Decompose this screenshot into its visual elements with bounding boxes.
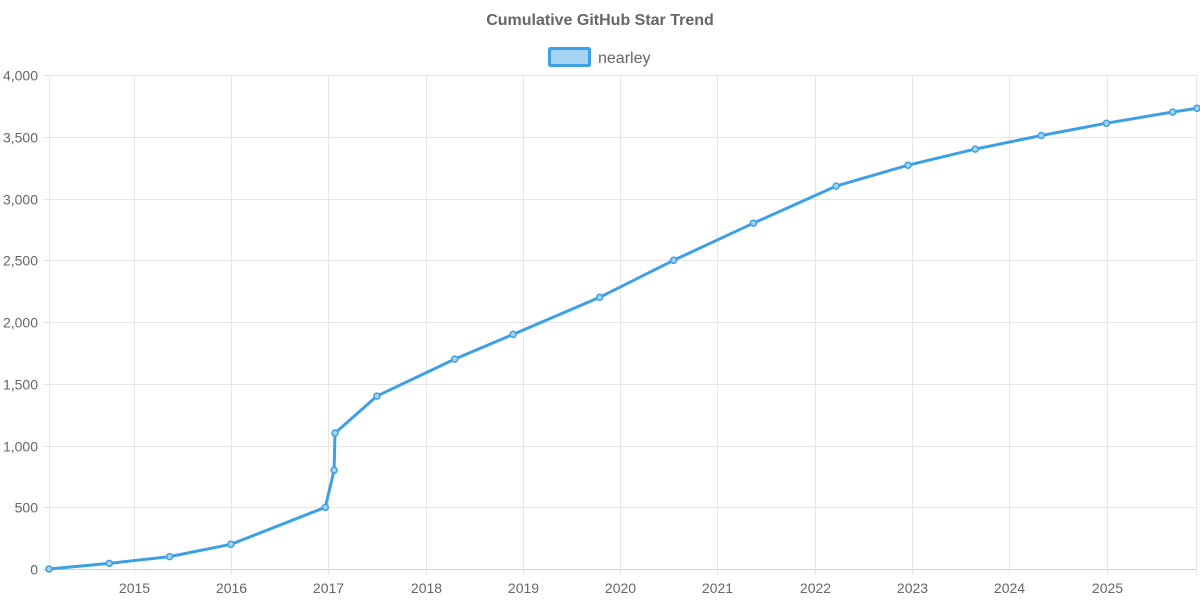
data-point[interactable]: [450, 355, 459, 363]
y-tick-label: 1,000: [3, 439, 38, 455]
axes: 0 500 1,000 1,500 2,000 2,500 3,000 3,500 4,000 2…: [3, 68, 1123, 597]
chart-title: Cumulative GitHub Star Trend: [486, 12, 714, 29]
data-point[interactable]: [45, 565, 53, 573]
data-point[interactable]: [509, 330, 517, 339]
data-point[interactable]: [669, 256, 678, 265]
x-tick-label: 2019: [508, 580, 539, 596]
data-point[interactable]: [331, 429, 339, 437]
x-tick-label: 2018: [411, 580, 442, 596]
y-tick-label: 4,000: [3, 68, 38, 84]
y-tick-label: 3,000: [3, 192, 38, 208]
legend[interactable]: nearley: [548, 47, 651, 68]
x-tick-label: 2015: [119, 580, 150, 596]
data-point[interactable]: [971, 145, 979, 153]
x-tick-label: 2022: [800, 580, 831, 596]
legend-swatch: [548, 47, 591, 67]
series-line: [47, 106, 1199, 571]
y-tick-label: 2,000: [3, 315, 38, 331]
x-tick-label: 2021: [702, 580, 733, 596]
data-point[interactable]: [1193, 104, 1200, 113]
x-tick-label: 2016: [216, 580, 247, 596]
data-point[interactable]: [1102, 119, 1111, 127]
x-tick-label: 2023: [897, 580, 928, 596]
data-point[interactable]: [832, 182, 840, 190]
x-tick-label: 2024: [994, 580, 1025, 596]
legend-label: nearley: [598, 50, 650, 67]
data-point[interactable]: [1168, 108, 1177, 116]
data-point[interactable]: [165, 552, 174, 561]
data-point[interactable]: [105, 559, 114, 568]
data-point[interactable]: [227, 540, 235, 549]
y-tick-label: 0: [30, 562, 38, 578]
y-tick-label: 2,500: [3, 253, 38, 269]
data-point[interactable]: [749, 219, 758, 227]
y-tick-label: 1,500: [3, 377, 38, 393]
y-tick-label: 3,500: [3, 130, 38, 146]
y-tick-label: 500: [15, 500, 39, 516]
data-point[interactable]: [321, 503, 330, 512]
x-tick-label: 2020: [605, 580, 636, 596]
x-tick-label: 2025: [1092, 580, 1123, 596]
x-tick-label: 2017: [313, 580, 344, 596]
data-point[interactable]: [330, 466, 338, 474]
data-point[interactable]: [904, 161, 912, 169]
data-point[interactable]: [595, 293, 604, 302]
data-point[interactable]: [373, 392, 381, 400]
data-point[interactable]: [1037, 131, 1046, 140]
series-layer: [45, 104, 1200, 573]
grid: [43, 75, 1197, 575]
